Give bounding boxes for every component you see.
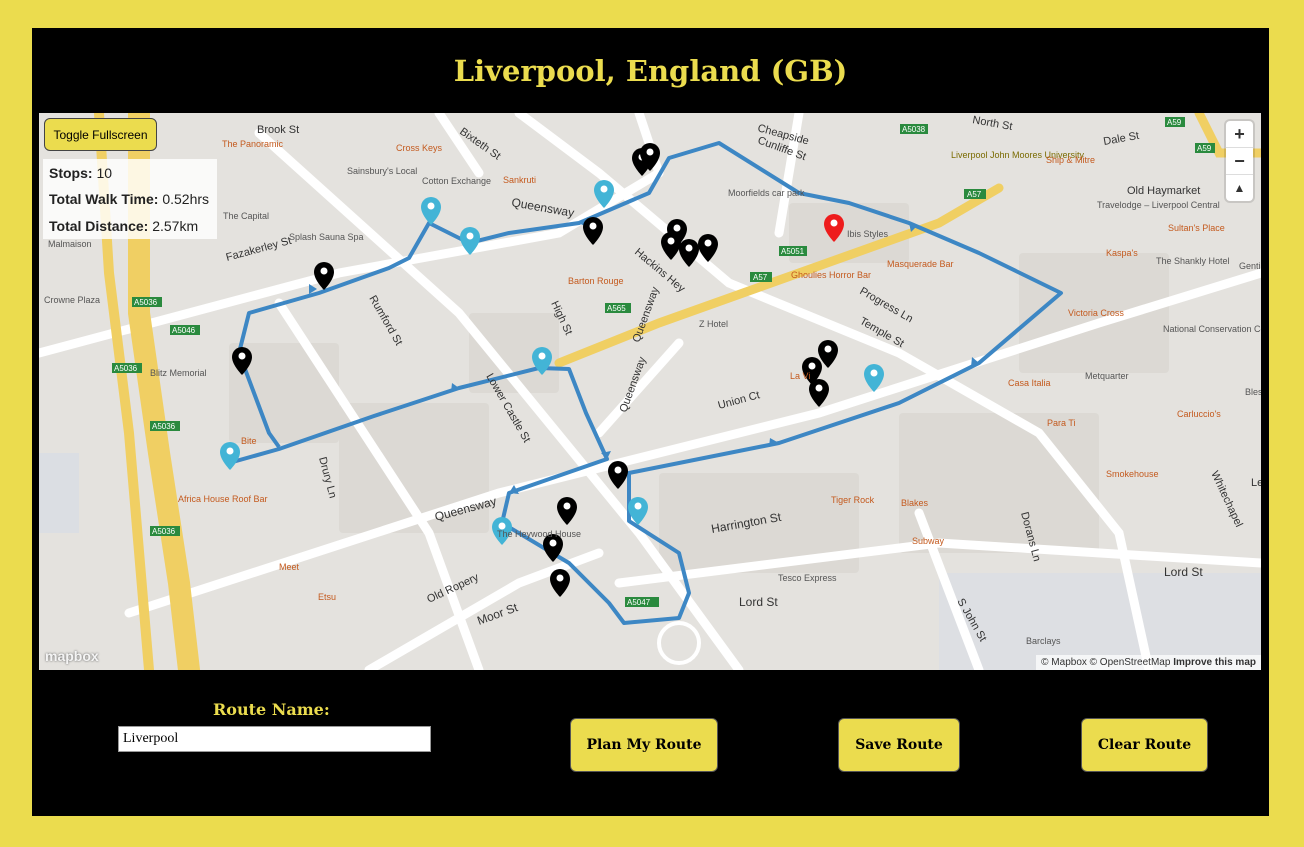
road-shield: A5036 [114, 364, 138, 373]
place-label: National Conservation Centre [1163, 324, 1261, 334]
road-shield: A57 [967, 190, 982, 199]
place-label: Cross Keys [396, 143, 443, 153]
place-label: Victoria Cross [1068, 308, 1124, 318]
mapbox-logo[interactable]: mapbox [45, 648, 99, 664]
page-title: Liverpool, England (GB) [453, 54, 848, 88]
street-label: Brook St [257, 124, 299, 136]
place-label: The Heywood House [497, 529, 581, 539]
place-labels: The Panoramic Cross Keys Sainsbury's Loc… [44, 139, 1261, 646]
save-route-button[interactable]: Save Route [838, 718, 960, 772]
place-label: Masquerade Bar [887, 259, 954, 269]
place-label: Bles [1245, 387, 1261, 397]
place-label: La Vi [790, 371, 810, 381]
stops-label: Stops: [49, 165, 93, 181]
app-panel: Liverpool, England (GB) [32, 28, 1269, 816]
route-stats-overlay: Stops: 10 Total Walk Time: 0.52hrs Total… [43, 159, 217, 239]
plan-route-button[interactable]: Plan My Route [570, 718, 718, 772]
place-label: The Capital [223, 211, 269, 221]
place-label: Blitz Memorial [150, 368, 207, 378]
road-shield: A5036 [134, 298, 158, 307]
place-label: Barton Rouge [568, 276, 624, 286]
distance-row: Total Distance: 2.57km [49, 218, 198, 234]
road-shield: A59 [1167, 118, 1182, 127]
place-label: Blakes [901, 498, 929, 508]
walk-time-row: Total Walk Time: 0.52hrs [49, 191, 209, 207]
road-shield: A59 [1197, 144, 1212, 153]
distance-label: Total Distance: [49, 218, 149, 234]
stop-pins[interactable] [220, 180, 884, 545]
map-view[interactable]: Brook St Bixteth St Cheapside Cunliffe S… [39, 113, 1261, 670]
place-label: Sultan's Place [1168, 223, 1225, 233]
poi-pins[interactable] [232, 143, 838, 597]
place-label: Smokehouse [1106, 469, 1159, 479]
map-zoom-controls: + − ▲ [1226, 121, 1253, 201]
place-label: Africa House Roof Bar [178, 494, 268, 504]
place-label: Moorfields car park [728, 188, 805, 198]
improve-map-link[interactable]: Improve this map [1173, 657, 1256, 668]
place-label: Ship & Mitre [1046, 155, 1095, 165]
zoom-in-button[interactable]: + [1226, 121, 1253, 148]
road-shield: A5046 [172, 326, 196, 335]
place-label: Genti [1239, 261, 1261, 271]
attribution-text[interactable]: © Mapbox © OpenStreetMap [1041, 657, 1171, 668]
place-label: Casa Italia [1008, 378, 1051, 388]
toggle-fullscreen-button[interactable]: Toggle Fullscreen [44, 118, 157, 151]
place-label: Ibis Styles [847, 229, 889, 239]
place-label: Malmaison [48, 239, 92, 249]
place-label: Sainsbury's Local [347, 166, 417, 176]
place-label: Travelodge – Liverpool Central [1097, 200, 1220, 210]
place-label: Cotton Exchange [422, 176, 491, 186]
route-name-input[interactable] [118, 726, 431, 752]
route-name-label: Route Name: [213, 700, 330, 719]
street-label: Lord St [739, 595, 778, 609]
selected-pin[interactable] [824, 214, 844, 242]
place-label: Kaspa's [1106, 248, 1138, 258]
road-shield: A5036 [152, 527, 176, 536]
road-shield: A565 [607, 304, 626, 313]
place-label: Z Hotel [699, 319, 728, 329]
place-label: Tiger Rock [831, 495, 875, 505]
place-label: Subway [912, 536, 945, 546]
place-label: Ghoulies Horror Bar [791, 270, 871, 280]
map-canvas[interactable]: Brook St Bixteth St Cheapside Cunliffe S… [39, 113, 1261, 670]
place-label: Carluccio's [1177, 409, 1221, 419]
place-label: Crowne Plaza [44, 295, 100, 305]
streets [39, 113, 1261, 670]
compass-button[interactable]: ▲ [1233, 181, 1246, 195]
place-label: Meet [279, 562, 300, 572]
road-shield: A5038 [902, 125, 926, 134]
road-shield: A57 [753, 273, 768, 282]
place-label: Liverpool John Moores University [951, 150, 1085, 160]
place-label: The Panoramic [222, 139, 284, 149]
zoom-out-button[interactable]: − [1226, 148, 1253, 175]
street-label: Old Haymarket [1127, 185, 1200, 197]
place-label: Metquarter [1085, 371, 1129, 381]
street-label: Leigh [1251, 477, 1261, 489]
place-label: Splash Sauna Spa [289, 232, 364, 242]
road-shields: A5036 A5046 A5036 A5036 A5036 A565 A57 A… [112, 117, 1215, 607]
place-label: Sankruti [503, 175, 536, 185]
place-label: The Shankly Hotel [1156, 256, 1230, 266]
place-label: Bite [241, 436, 257, 446]
road-shield: A5047 [627, 598, 651, 607]
place-label: Barclays [1026, 636, 1061, 646]
place-label: Tesco Express [778, 573, 837, 583]
map-attribution: © Mapbox © OpenStreetMap Improve this ma… [1036, 655, 1261, 670]
walk-time-value: 0.52hrs [162, 191, 210, 207]
route-arrows [309, 219, 979, 494]
street-label: Lord St [1164, 565, 1203, 579]
road-shield: A5051 [781, 247, 805, 256]
walk-time-label: Total Walk Time: [49, 191, 159, 207]
distance-value: 2.57km [152, 218, 199, 234]
stops-row: Stops: 10 [49, 165, 112, 181]
stops-value: 10 [96, 165, 113, 181]
place-label: Etsu [318, 592, 336, 602]
place-label: Para Ti [1047, 418, 1076, 428]
road-shield: A5036 [152, 422, 176, 431]
clear-route-button[interactable]: Clear Route [1081, 718, 1208, 772]
